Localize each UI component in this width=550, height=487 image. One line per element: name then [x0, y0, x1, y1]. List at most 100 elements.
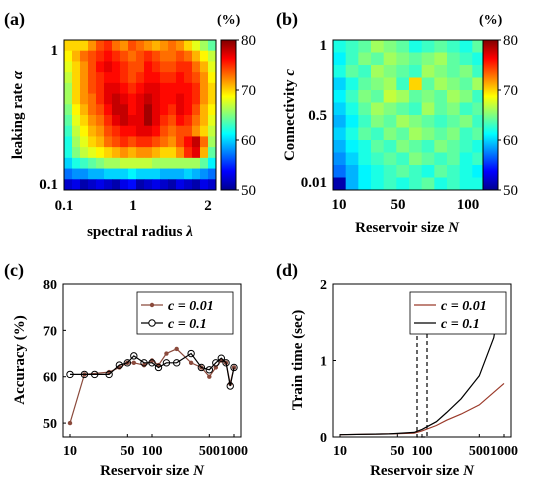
heatmap-cell	[176, 93, 185, 105]
heatmap-cell	[371, 177, 385, 191]
heatmap-cell	[64, 72, 73, 84]
heatmap-cell	[200, 115, 209, 127]
series-point	[207, 374, 212, 379]
heatmap-cell	[112, 50, 121, 62]
heatmap-cell	[96, 147, 105, 159]
heatmap-cell	[64, 157, 73, 169]
heatmap-cell	[459, 90, 473, 103]
heatmap-b-ylabel: Connectivity c	[282, 69, 298, 161]
heatmap-cell	[434, 52, 448, 66]
heatmap-cell	[128, 72, 137, 84]
heatmap-b-axis-ticks: 10 50 100 0.01 0.5 1	[301, 38, 480, 213]
heatmap-cell	[168, 136, 177, 148]
colorbar-tick-label: 60	[241, 133, 256, 149]
heatmap-a-ylabel: leaking rate α	[10, 70, 26, 159]
heatmap-cell	[160, 93, 169, 105]
x-tick-label: 10	[333, 444, 347, 459]
heatmap-cell	[136, 115, 145, 127]
heatmap-cell	[358, 177, 372, 191]
heatmap-cell	[345, 102, 359, 116]
heatmap-cell	[371, 127, 385, 141]
heatmap-cell	[160, 168, 169, 180]
heatmap-cell	[96, 61, 105, 73]
heatmap-cell	[447, 140, 461, 153]
series-point	[140, 359, 148, 367]
heatmap-cell	[371, 140, 385, 153]
heatmap-cell	[208, 40, 217, 52]
heatmap-a-frame	[63, 39, 217, 191]
x-tick-label: 500	[199, 444, 220, 459]
heatmap-cell	[168, 61, 177, 73]
heatmap-cell	[200, 61, 209, 73]
heatmap-cell	[120, 179, 129, 191]
heatmap-cell	[459, 65, 473, 78]
x-tick-label: 100	[412, 444, 433, 459]
x-tick-label: 1	[129, 198, 137, 214]
heatmap-cell	[176, 72, 185, 84]
heatmap-cell	[383, 90, 397, 103]
heatmap-cell	[447, 52, 461, 66]
heatmap-cell	[72, 72, 81, 84]
heatmap-cell	[396, 90, 410, 103]
heatmap-cell	[88, 50, 97, 62]
heatmap-cell	[160, 157, 169, 169]
heatmap-cell	[160, 179, 169, 191]
heatmap-cell	[184, 136, 193, 148]
heatmap-cell	[421, 165, 435, 178]
heatmap-cell	[112, 93, 121, 105]
heatmap-cell	[447, 115, 461, 128]
heatmap-cell	[88, 93, 97, 105]
heatmap-cell	[176, 50, 185, 62]
heatmap-cell	[333, 77, 347, 91]
heatmap-cell	[168, 168, 177, 180]
heatmap-cell	[136, 147, 145, 159]
heatmap-cell	[333, 90, 347, 103]
heatmap-cell	[447, 102, 461, 116]
heatmap-cell	[152, 179, 161, 191]
heatmap-cell	[447, 90, 461, 103]
y-tick-label: 50	[43, 417, 57, 432]
heatmap-cell	[80, 115, 89, 127]
heatmap-cell	[459, 152, 473, 166]
heatmap-cell	[152, 147, 161, 159]
heatmap-cell	[421, 52, 435, 66]
x-tick-label: 10	[332, 197, 347, 213]
heatmap-cell	[160, 72, 169, 84]
heatmap-cell	[434, 90, 448, 103]
heatmap-cell	[421, 40, 435, 53]
heatmap-cell	[112, 157, 121, 169]
heatmap-cell	[409, 127, 423, 141]
series-point	[230, 363, 238, 372]
heatmap-cell	[208, 93, 217, 105]
heatmap-cell	[104, 50, 113, 62]
heatmap-cell	[144, 61, 153, 73]
heatmap-cell	[64, 125, 73, 137]
heatmap-cell	[80, 104, 89, 116]
heatmap-cell	[459, 127, 473, 141]
heatmap-cell	[176, 61, 185, 73]
heatmap-a	[64, 40, 217, 191]
heatmap-cell	[160, 125, 169, 137]
heatmap-cell	[120, 72, 129, 84]
heatmap-cell	[152, 125, 161, 137]
heatmap-cell	[176, 179, 185, 191]
x-tick-label: 500	[469, 444, 490, 459]
series-point	[187, 349, 195, 358]
heatmap-cell	[200, 50, 209, 62]
heatmap-cell	[434, 40, 448, 53]
heatmap-cell	[409, 152, 423, 166]
heatmap-cell	[333, 165, 347, 178]
heatmap-cell	[168, 72, 177, 84]
heatmap-cell	[144, 125, 153, 137]
heatmap-cell	[358, 127, 372, 141]
series-point	[222, 359, 230, 367]
heatmap-cell	[208, 82, 217, 94]
heatmap-cell	[459, 115, 473, 128]
heatmap-cell	[96, 157, 105, 169]
series-point	[67, 420, 73, 426]
heatmap-cell	[120, 93, 129, 105]
heatmap-cell	[96, 104, 105, 116]
x-tick-label: 50	[390, 444, 404, 459]
heatmap-cell	[345, 177, 359, 191]
heatmap-cell	[421, 65, 435, 78]
